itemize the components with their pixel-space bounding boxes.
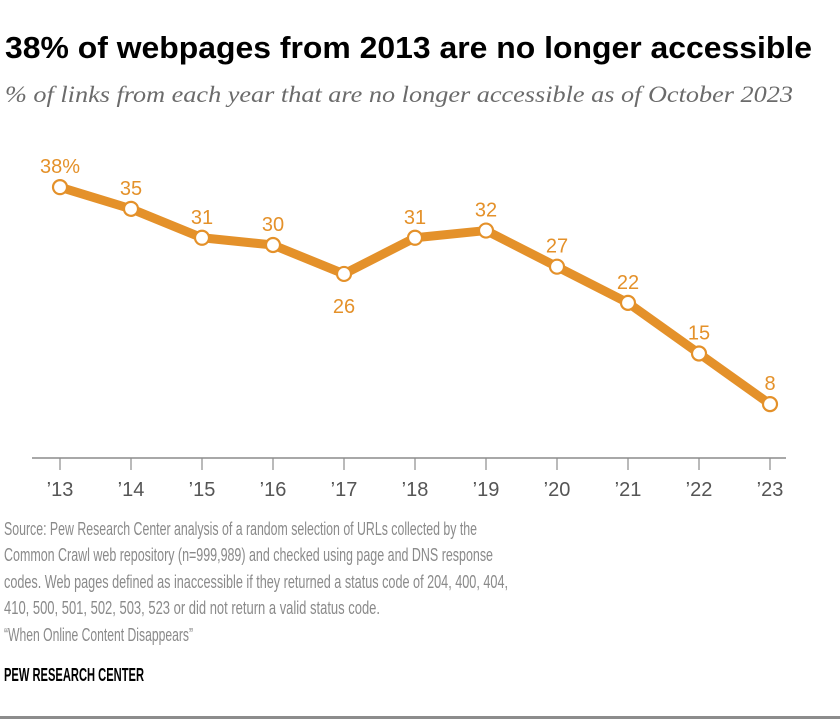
x-tick-label: ’13 <box>47 479 74 501</box>
data-label: 31 <box>191 207 213 229</box>
bottom-rule <box>0 716 840 719</box>
source-note-line: Source: Pew Research Center analysis of … <box>4 519 477 539</box>
data-point <box>193 229 211 246</box>
data-point <box>477 222 495 239</box>
report-title: “When Online Content Disappears” <box>4 625 193 645</box>
plot-area: ’13 ’14 ’15 ’16 ’17 ’18 ’19 ’20 ’21 ’22 ’23 38% 35 31… <box>32 156 786 501</box>
data-label: 15 <box>688 323 710 345</box>
chart-subtitle: % of links from each year that are no lo… <box>5 82 793 107</box>
x-tick-label: ’21 <box>615 479 642 501</box>
x-tick-label: ’18 <box>402 479 429 501</box>
source-note-line: 410, 500, 501, 502, 503, 523 or did not … <box>4 598 380 618</box>
x-tick-label: ’23 <box>757 479 784 501</box>
data-point <box>690 345 708 362</box>
data-label: 26 <box>333 296 355 318</box>
data-point <box>761 396 779 413</box>
data-label: 32 <box>475 200 497 222</box>
data-point <box>335 265 353 283</box>
data-point <box>122 200 140 217</box>
data-label: 27 <box>546 236 568 258</box>
data-label: 35 <box>120 178 142 200</box>
data-label: 31 <box>404 207 426 229</box>
data-point <box>51 179 69 196</box>
data-label: 8 <box>764 373 775 395</box>
x-tick-label: ’15 <box>189 479 216 501</box>
data-point <box>619 294 637 311</box>
data-label: 38% <box>40 156 80 178</box>
chart-title: 38% of webpages from 2013 are no longer … <box>5 30 812 65</box>
data-label: 30 <box>262 214 284 236</box>
x-tick-label: ’17 <box>331 479 358 501</box>
brand-logo-text: PEW RESEARCH CENTER <box>4 665 144 685</box>
data-point <box>264 236 282 254</box>
x-tick-label: ’19 <box>473 479 500 501</box>
x-tick-label: ’14 <box>118 479 145 501</box>
x-tick-label: ’20 <box>544 479 571 501</box>
data-point <box>548 258 566 275</box>
source-note-line: codes. Web pages defined as inaccessible… <box>4 572 508 592</box>
x-tick-label: ’22 <box>686 479 713 501</box>
data-label: 22 <box>617 272 639 294</box>
x-tick-label: ’16 <box>260 479 287 501</box>
data-point <box>406 229 424 246</box>
source-note-line: Common Crawl web repository (n=999,989) … <box>4 545 493 565</box>
